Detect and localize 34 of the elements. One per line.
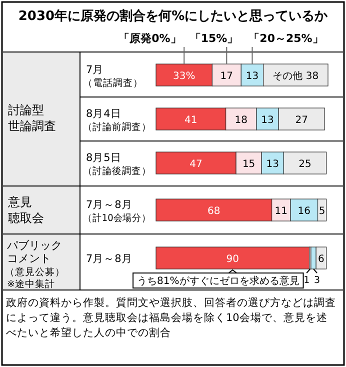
data-label: 3 [314,275,320,286]
data-label: 15 [242,159,256,170]
data-label: 11 [274,206,288,217]
data-label: 25 [298,159,312,170]
text: 討論型世論調査 [8,103,56,133]
series-label: 「15%」 [190,32,238,45]
data-label: 33% [172,71,196,82]
y-tick-label: 7月～8月（計10会場分） [83,199,156,224]
data-label: 1 [304,275,310,286]
y-tick-label: 7月（電話調査） [83,64,143,89]
chart-title: 2030年に原発の割合を何%にしたいと思っているか [18,8,329,24]
data-label: 16 [298,206,311,217]
data-label: 90 [226,254,239,265]
data-label: その他 38 [272,70,319,82]
data-label: 27 [295,115,308,126]
y-tick-label: 7月～8月 [86,253,132,265]
data-label: 47 [190,159,202,170]
data-label: 68 [208,206,220,217]
data-label: 6 [318,254,324,265]
text: パブリックコメント（意見公募）※途中集計 [5,239,65,290]
text: 意見聴取会 [7,195,44,225]
text: 政府の資料から作製。質問文や選択肢、回答者の選び方などは調査によって違う。意見聴取会は福島会場を除く10会場で、意見を述べたいと希望した人の中での割合 [6,296,336,339]
data-label: 41 [184,115,198,126]
data-label: 13 [266,159,280,170]
data-label: 5 [318,206,326,217]
data-label: 18 [234,115,248,126]
series-label: 「20～25%」 [248,32,324,45]
series-label: 「原発0%」 [118,32,182,45]
data-label: 13 [246,71,259,82]
data-label: 17 [220,71,234,82]
y-tick-label: 8月5日（討論後調査） [83,152,153,177]
data-label: 13 [261,115,274,126]
annotation: うち81%がすぐにゼロを求める意見 [137,275,300,287]
y-tick-label: 8月4日（討論前調査） [83,108,153,133]
